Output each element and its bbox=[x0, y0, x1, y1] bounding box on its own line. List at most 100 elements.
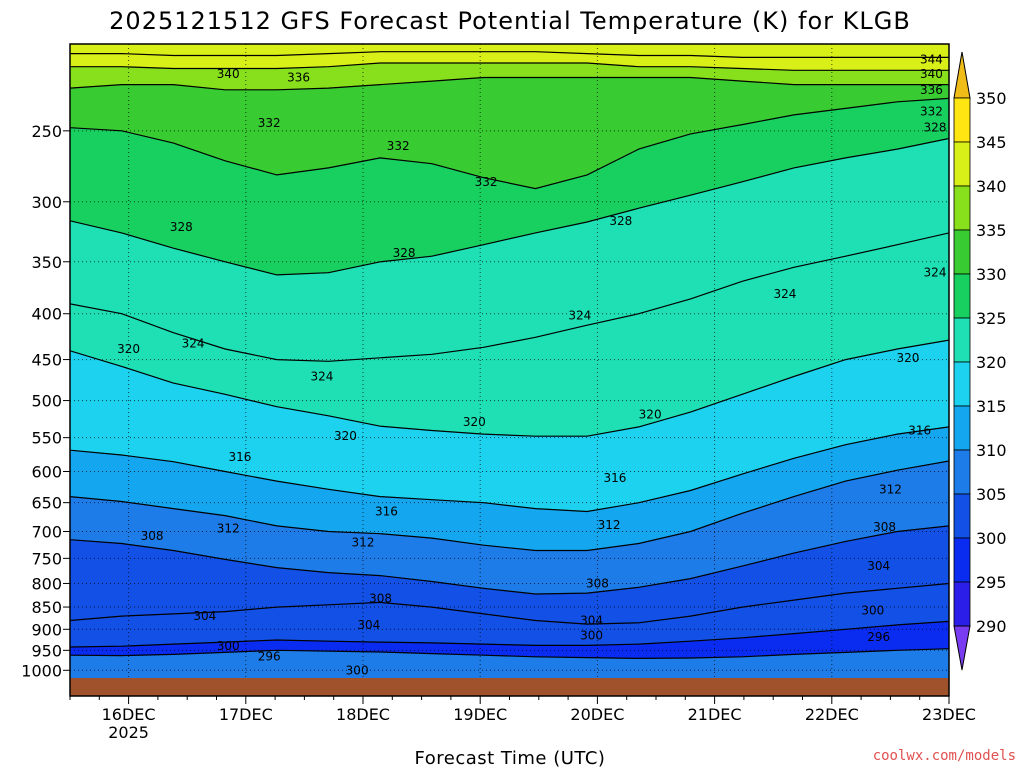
colorbar-label: 335 bbox=[976, 221, 1007, 240]
contour-label: 308 bbox=[873, 520, 896, 534]
colorbar-label: 330 bbox=[976, 265, 1007, 284]
colorbar-swatch bbox=[953, 141, 971, 187]
contour-line-296 bbox=[70, 648, 949, 660]
colorbar: 350 345 340 335 330 325 320 315 310 305 300 295 290 bbox=[953, 51, 1007, 671]
x-tick-label: 22DEC bbox=[805, 705, 859, 724]
contour-label: 304 bbox=[867, 559, 890, 573]
contour-label: 324 bbox=[311, 369, 334, 383]
ground-strip bbox=[70, 678, 949, 696]
colorbar-label: 325 bbox=[976, 309, 1007, 328]
contour-label: 328 bbox=[170, 220, 193, 234]
contour-label: 300 bbox=[580, 629, 603, 643]
contour-label: 328 bbox=[393, 246, 416, 260]
contour-label: 320 bbox=[117, 342, 140, 356]
contour-line-304 bbox=[70, 582, 949, 625]
filled-contours bbox=[70, 44, 949, 659]
contour-label: 316 bbox=[228, 450, 251, 464]
x-year-label: 2025 bbox=[108, 723, 149, 742]
contour-label: 316 bbox=[908, 424, 931, 438]
contour-label: 340 bbox=[217, 67, 240, 81]
contour-label: 304 bbox=[193, 609, 216, 623]
contour-label: 320 bbox=[639, 407, 662, 421]
contour-line-344 bbox=[70, 51, 949, 59]
plot-area: 340 3363323323323443403363323283283283283… bbox=[69, 43, 950, 697]
x-tick-label: 21DEC bbox=[688, 705, 742, 724]
colorbar-swatch bbox=[953, 273, 971, 319]
colorbar-swatch bbox=[953, 317, 971, 363]
y-tick-label: 850 bbox=[31, 598, 62, 617]
y-tick-label: 650 bbox=[31, 494, 62, 513]
x-tick-label: 17DEC bbox=[219, 705, 273, 724]
contour-label: 328 bbox=[924, 121, 947, 135]
y-tick-label: 1000 bbox=[21, 661, 62, 680]
colorbar-label: 315 bbox=[976, 397, 1007, 416]
y-tick-label: 300 bbox=[31, 193, 62, 212]
y-tick-label: 750 bbox=[31, 549, 62, 568]
contour-label: 296 bbox=[867, 630, 890, 644]
contour-line-328 bbox=[70, 137, 949, 276]
contour-lines bbox=[70, 51, 949, 660]
contour-label: 308 bbox=[586, 576, 609, 590]
contour-label: 320 bbox=[897, 351, 920, 365]
y-tick-label: 350 bbox=[31, 253, 62, 272]
contour-label: 324 bbox=[182, 337, 205, 351]
colorbar-label: 295 bbox=[976, 573, 1007, 592]
colorbar-label: 345 bbox=[976, 133, 1007, 152]
x-axis-label: Forecast Time (UTC) bbox=[415, 748, 606, 768]
y-tick-label: 500 bbox=[31, 392, 62, 411]
y-tick-label: 600 bbox=[31, 463, 62, 482]
y-tick-label: 400 bbox=[31, 305, 62, 324]
contour-label: 324 bbox=[924, 266, 947, 280]
contour-label: 328 bbox=[609, 214, 632, 228]
contour-labels: 340 3363323323323443403363323283283283283… bbox=[117, 52, 946, 677]
contour-line-308 bbox=[70, 525, 949, 595]
contour-line-336 bbox=[70, 76, 949, 91]
contour-label: 296 bbox=[258, 649, 281, 663]
contour-label: 344 bbox=[920, 52, 943, 66]
colorbar-label: 305 bbox=[976, 485, 1007, 504]
contour-label: 336 bbox=[287, 71, 310, 85]
x-tick-label: 23DEC bbox=[922, 705, 976, 724]
fill-band-344 bbox=[70, 44, 949, 58]
pressure-axis: 250 300 350 400 450 500 550 600 650 700 750 800 850 9… bbox=[21, 122, 70, 680]
y-tick-label: 950 bbox=[31, 641, 62, 660]
colorbar-top-arrow bbox=[953, 51, 971, 99]
contour-label: 312 bbox=[352, 535, 375, 549]
contour-label: 336 bbox=[920, 83, 943, 97]
contour-label: 320 bbox=[463, 415, 486, 429]
contour-label: 304 bbox=[580, 614, 603, 628]
colorbar-swatch bbox=[953, 581, 971, 627]
colorbar-label: 310 bbox=[976, 441, 1007, 460]
y-tick-label: 800 bbox=[31, 574, 62, 593]
contour-line-300 bbox=[70, 620, 949, 648]
contour-label: 308 bbox=[369, 592, 392, 606]
colorbar-bottom-arrow bbox=[953, 625, 971, 671]
contour-label: 308 bbox=[141, 529, 164, 543]
x-tick-label: 19DEC bbox=[453, 705, 507, 724]
grid-lines bbox=[70, 44, 949, 678]
colorbar-swatch bbox=[953, 229, 971, 275]
contour-label: 324 bbox=[773, 287, 796, 301]
x-tick-label: 20DEC bbox=[570, 705, 624, 724]
contour-line-340 bbox=[70, 62, 949, 71]
contour-label: 324 bbox=[568, 309, 591, 323]
contour-label: 300 bbox=[346, 663, 369, 677]
colorbar-label: 300 bbox=[976, 529, 1007, 548]
colorbar-label: 350 bbox=[976, 89, 1007, 108]
contour-label: 300 bbox=[217, 639, 240, 653]
contour-label: 316 bbox=[375, 505, 398, 519]
contour-label: 300 bbox=[861, 604, 884, 618]
time-axis: 16DEC 17DEC 18DEC 19DEC 20DEC 21DEC 22DEC 23DEC… bbox=[69, 696, 976, 742]
x-tick-label: 18DEC bbox=[336, 705, 390, 724]
contour-label: 332 bbox=[475, 175, 498, 189]
chart-title: 2025121512 GFS Forecast Potential Temper… bbox=[109, 7, 911, 35]
y-tick-label: 550 bbox=[31, 429, 62, 448]
contour-label: 332 bbox=[387, 139, 410, 153]
contour-label: 340 bbox=[920, 67, 943, 81]
colorbar-label: 340 bbox=[976, 177, 1007, 196]
contour-label: 312 bbox=[879, 482, 902, 496]
contour-line-324 bbox=[70, 232, 949, 362]
y-tick-label: 900 bbox=[31, 620, 62, 639]
y-tick-label: 700 bbox=[31, 522, 62, 541]
